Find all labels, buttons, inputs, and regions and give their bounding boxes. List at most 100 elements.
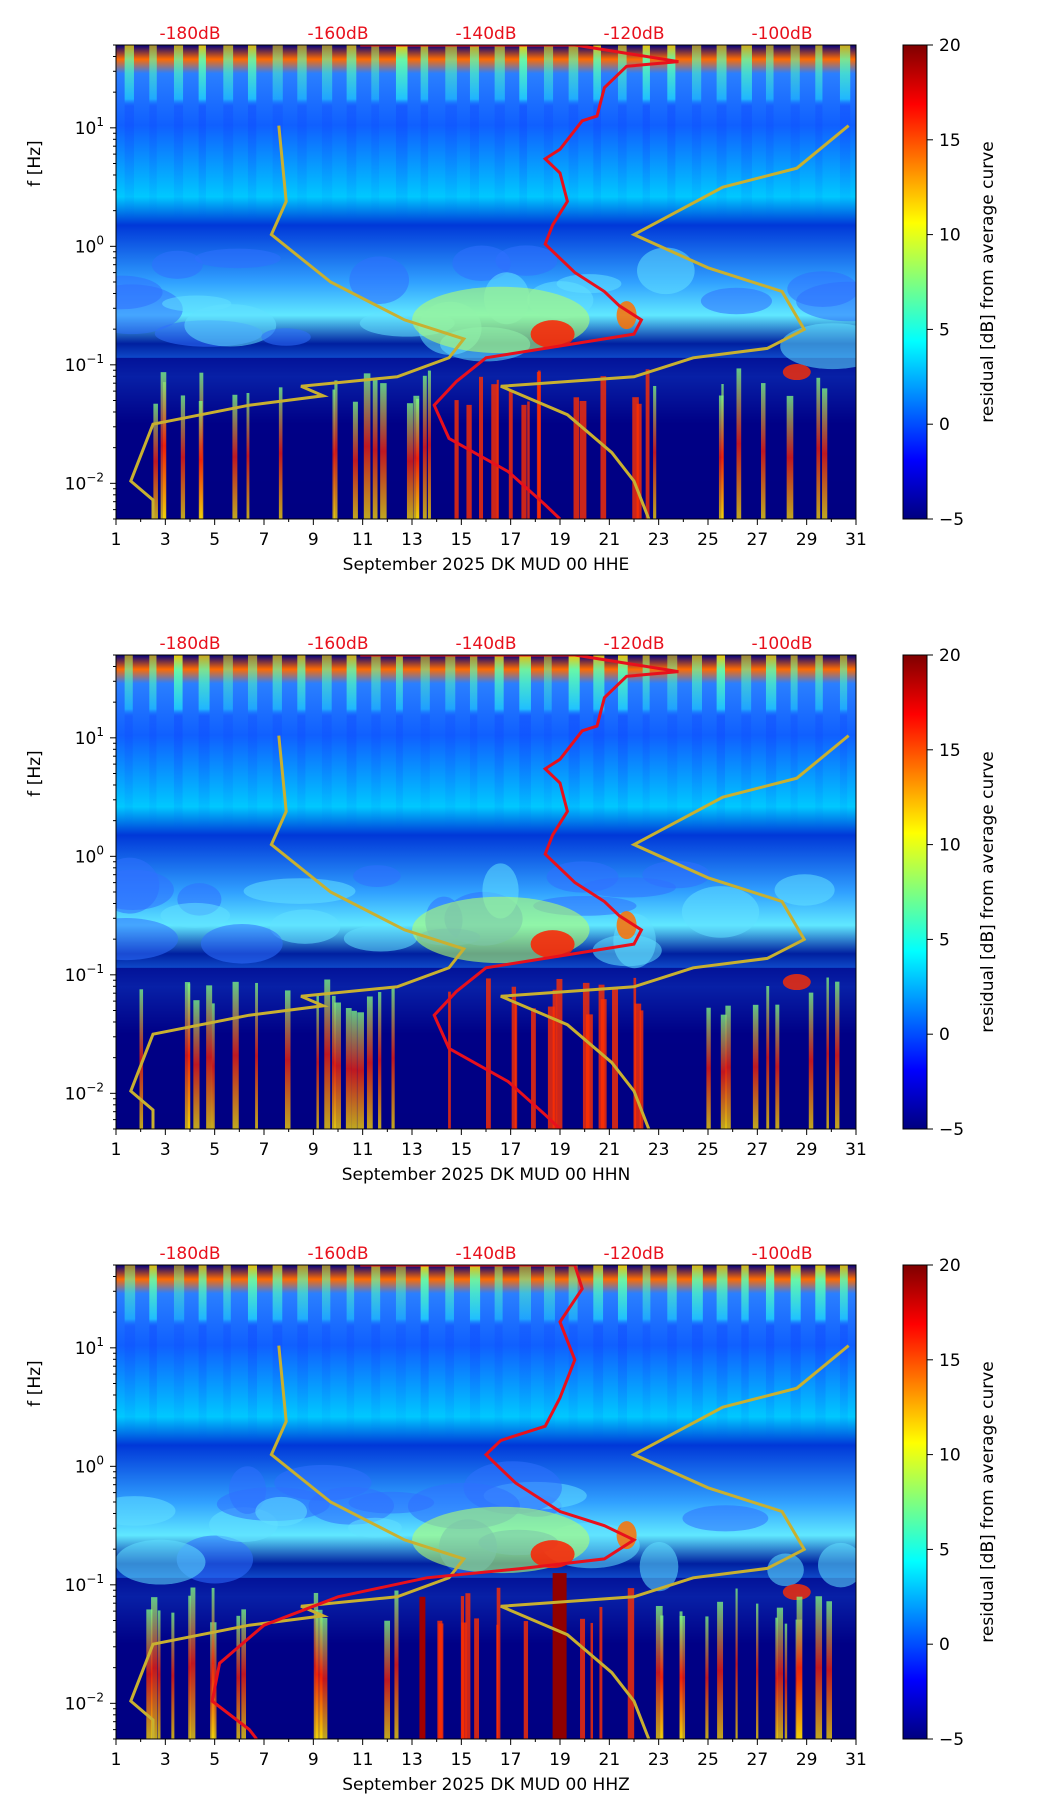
transient-spike bbox=[816, 377, 821, 519]
daily-stripe bbox=[149, 655, 157, 836]
daily-stripe bbox=[445, 655, 456, 836]
top-db-label: -140dB bbox=[455, 24, 516, 44]
transient-spike bbox=[331, 995, 336, 1129]
transient-spike bbox=[384, 1620, 391, 1739]
daily-stripe bbox=[149, 45, 157, 226]
daily-stripe bbox=[716, 1265, 728, 1446]
transient-spike bbox=[766, 986, 770, 1129]
x-tick-label: 1 bbox=[111, 530, 122, 550]
daily-stripe bbox=[272, 655, 282, 836]
noise-blob bbox=[116, 1539, 206, 1585]
noise-blob bbox=[637, 247, 695, 295]
model-curve-high bbox=[500, 734, 850, 1129]
top-db-label: -100dB bbox=[751, 24, 812, 44]
daily-stripe bbox=[371, 1265, 381, 1446]
daily-stripe bbox=[297, 1265, 308, 1446]
noise-blob bbox=[116, 284, 183, 335]
transient-spike bbox=[236, 1615, 241, 1739]
colorbar-tick-label: 20 bbox=[939, 36, 961, 56]
noise-blob bbox=[269, 909, 341, 944]
noise-blob bbox=[255, 1496, 308, 1527]
daily-stripe bbox=[149, 1265, 157, 1446]
transient-spike bbox=[590, 1622, 593, 1739]
top-db-label: -160dB bbox=[307, 634, 368, 654]
colorbar-tick-label: 0 bbox=[939, 415, 950, 435]
transient-spike bbox=[599, 1606, 603, 1739]
x-tick-label: 25 bbox=[697, 1750, 719, 1770]
daily-stripe bbox=[173, 1265, 185, 1446]
daily-stripe bbox=[667, 655, 678, 836]
transient-spike bbox=[705, 1616, 709, 1739]
event-hotspot bbox=[530, 930, 575, 959]
top-db-label: -180dB bbox=[159, 1244, 220, 1264]
panel-3: 1 3 5 7 9 11 13 15 17 19 21 23 25 27 29 3110−210−110010… bbox=[25, 1244, 998, 1795]
x-axis-label: September 2025 DK MUD 00 HHZ bbox=[342, 1775, 630, 1795]
spectrogram-area bbox=[116, 45, 856, 519]
noise-blob bbox=[592, 934, 662, 967]
transient-spike bbox=[198, 401, 203, 519]
y-tick-label: 10−1 bbox=[65, 1572, 104, 1596]
daily-stripe bbox=[272, 1265, 283, 1446]
transient-spike bbox=[491, 384, 498, 519]
top-db-label: -120dB bbox=[603, 24, 664, 44]
daily-stripe bbox=[445, 1265, 454, 1446]
colorbar-tick-label: 5 bbox=[939, 320, 950, 340]
y-tick-label: 101 bbox=[75, 115, 104, 139]
transient-spike bbox=[332, 389, 336, 519]
transient-spike bbox=[153, 403, 158, 519]
x-tick-label: 11 bbox=[352, 1750, 374, 1770]
daily-stripe bbox=[346, 655, 357, 836]
transient-spike bbox=[552, 989, 558, 1129]
noise-blob bbox=[116, 869, 174, 911]
x-tick-label: 9 bbox=[308, 1140, 319, 1160]
x-tick-label: 3 bbox=[160, 530, 171, 550]
daily-stripe bbox=[519, 655, 531, 836]
x-tick-label: 17 bbox=[500, 1750, 522, 1770]
y-tick-label: 101 bbox=[75, 1335, 104, 1359]
daily-stripe bbox=[445, 45, 457, 226]
event-hotspot bbox=[782, 974, 811, 991]
daily-stripe bbox=[667, 1265, 677, 1446]
y-tick-label: 100 bbox=[75, 1453, 104, 1477]
transient-spike bbox=[232, 394, 238, 519]
transient-spike bbox=[345, 1008, 352, 1129]
x-tick-label: 25 bbox=[697, 530, 719, 550]
transient-spike bbox=[826, 1601, 833, 1739]
x-tick-label: 29 bbox=[796, 530, 818, 550]
spectrogram-area bbox=[116, 1265, 856, 1739]
transient-spike bbox=[366, 996, 373, 1129]
noise-blob bbox=[353, 865, 401, 887]
x-tick-label: 17 bbox=[500, 1140, 522, 1160]
transient-spike bbox=[321, 1617, 328, 1739]
colorbar-tick-label: 5 bbox=[939, 1540, 950, 1560]
x-tick-label: 13 bbox=[401, 1750, 423, 1770]
colorbar-tick-label: 10 bbox=[939, 836, 961, 856]
daily-stripe bbox=[420, 1265, 429, 1446]
transient-spike bbox=[600, 376, 607, 519]
transient-spike bbox=[461, 1622, 467, 1739]
transient-spike bbox=[372, 380, 378, 519]
transient-spike bbox=[160, 372, 167, 519]
transient-spike bbox=[511, 986, 517, 1129]
daily-stripe bbox=[247, 1265, 257, 1446]
daily-stripe bbox=[469, 655, 478, 836]
noise-blob bbox=[796, 281, 856, 322]
daily-stripe bbox=[420, 45, 429, 226]
daily-stripe bbox=[494, 655, 504, 836]
transient-spike bbox=[180, 395, 186, 519]
daily-stripe bbox=[272, 45, 283, 226]
transient-spike bbox=[536, 372, 541, 519]
daily-stripe bbox=[223, 655, 233, 836]
y-tick-label: 101 bbox=[75, 725, 104, 749]
psd-curve bbox=[360, 655, 679, 1129]
transient-spike bbox=[422, 375, 427, 519]
daily-stripe bbox=[617, 45, 627, 226]
x-tick-label: 23 bbox=[648, 530, 670, 550]
daily-stripe bbox=[223, 1265, 231, 1446]
transient-spike bbox=[826, 977, 829, 1129]
x-tick-label: 11 bbox=[352, 530, 374, 550]
transient-spike bbox=[653, 385, 657, 519]
transient-spike bbox=[761, 383, 766, 519]
transient-spike bbox=[184, 982, 191, 1129]
daily-stripe bbox=[198, 655, 210, 836]
